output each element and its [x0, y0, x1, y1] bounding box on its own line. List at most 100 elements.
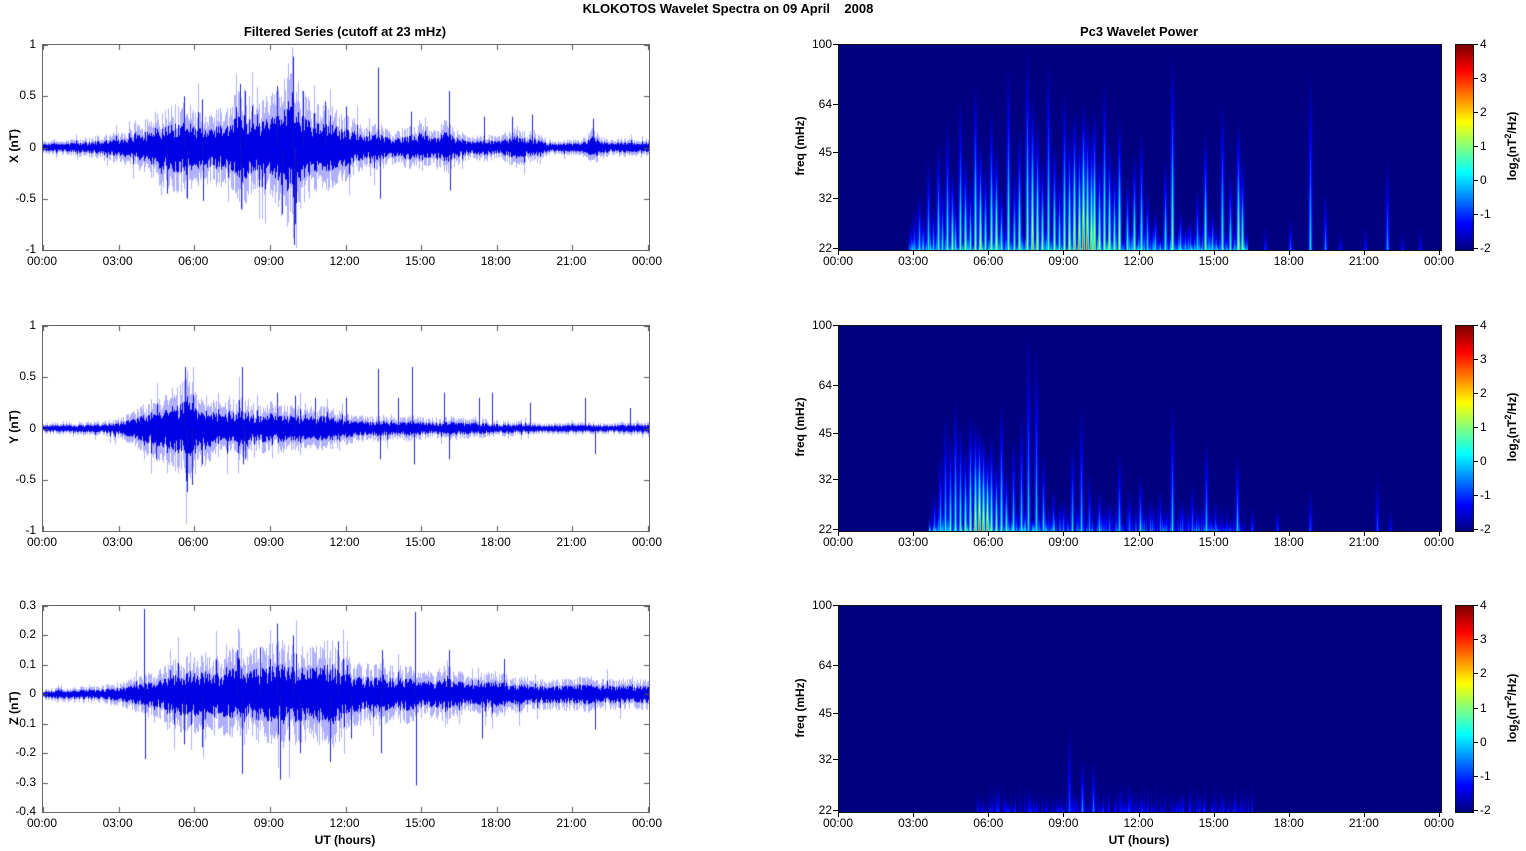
tick-mark: [833, 713, 838, 714]
tick-mark: [988, 813, 989, 817]
x-tick-label: 12:00: [1123, 816, 1154, 830]
colorbar-tick-label: 1: [1480, 700, 1487, 715]
x-tick-label: 21:00: [556, 535, 587, 549]
cbar-label-post: /Hz): [1505, 392, 1519, 415]
colorbar-tick-label: 4: [1480, 37, 1487, 51]
tick-mark: [1474, 248, 1478, 249]
tick-mark: [1474, 214, 1478, 215]
x-tick-label: 12:00: [1123, 535, 1154, 549]
x-tick-label: 18:00: [480, 816, 511, 830]
tick-mark: [1214, 532, 1215, 536]
y-tick-label: 1: [29, 37, 36, 51]
z-series-plot: [43, 606, 649, 812]
y-wavelet-panel: [838, 325, 1442, 532]
x-tick-label: 03:00: [102, 254, 133, 268]
freq-tick-label: 64: [818, 378, 832, 393]
cbar-label-sub: 2: [1511, 719, 1522, 725]
z-series-panel: [42, 605, 650, 813]
cbar-label-post: /Hz): [1505, 673, 1519, 696]
freq-tick-label: 22: [818, 803, 832, 817]
x-tick-label: 15:00: [1198, 254, 1229, 268]
tick-mark: [833, 665, 838, 666]
colorbar-tick-label: -1: [1480, 488, 1491, 502]
tick-mark: [1474, 461, 1478, 462]
colorbar-tick-label: 1: [1480, 420, 1487, 434]
freq-tick-label: 45: [818, 425, 832, 440]
tick-mark: [1474, 708, 1478, 709]
x-tick-label: 00:00: [26, 254, 58, 268]
x-tick-label: 21:00: [1348, 816, 1379, 830]
x-tick-label: 00:00: [26, 816, 58, 830]
tick-mark: [1364, 251, 1365, 255]
x-tick-label: 06:00: [973, 535, 1004, 549]
y-tick-label: -0.3: [15, 774, 36, 789]
y-tick-label: 0: [29, 686, 36, 701]
x-series-panel: [42, 44, 650, 251]
y-tick-label: 1: [29, 318, 36, 332]
x-tick-label: 12:00: [329, 535, 360, 549]
x-tick-label: 03:00: [102, 816, 133, 830]
tick-mark: [1474, 742, 1478, 743]
colorbar-tick-label: 0: [1480, 454, 1487, 468]
colorbar-tick-label: 1: [1480, 139, 1487, 153]
x-tick-label: 03:00: [898, 816, 929, 830]
figure-title: KLOKOTOS Wavelet Spectra on 09 April 200…: [582, 1, 874, 16]
tick-mark: [833, 104, 838, 105]
tick-mark: [1474, 78, 1478, 79]
y-tick-label: -1: [25, 242, 36, 256]
tick-mark: [1289, 813, 1290, 817]
x-tick-label: 00:00: [631, 535, 663, 549]
colorbar-z: [1455, 605, 1474, 813]
tick-mark: [1474, 639, 1478, 640]
y-tick-label: 0.2: [19, 627, 36, 642]
tick-mark: [1063, 532, 1064, 536]
cbar-label-mid: (nT: [1505, 700, 1519, 720]
x-tick-label: 15:00: [1198, 816, 1229, 830]
x-tick-label: 18:00: [1273, 254, 1304, 268]
tick-mark: [1139, 813, 1140, 817]
tick-mark: [1474, 776, 1478, 777]
tick-mark: [1364, 813, 1365, 817]
colorbar-y: [1455, 325, 1474, 532]
colorbar-tick-label: 3: [1480, 632, 1487, 647]
tick-mark: [1474, 810, 1478, 811]
x-tick-label: 00:00: [822, 535, 854, 549]
x-tick-label: 00:00: [631, 816, 663, 830]
y-tick-label: 0.3: [19, 598, 36, 612]
x-tick-label: 06:00: [178, 535, 209, 549]
tick-mark: [833, 385, 838, 386]
x-tick-label: 00:00: [822, 816, 854, 830]
y-tick-label: -0.5: [15, 190, 36, 205]
x-tick-label: 09:00: [253, 535, 284, 549]
tick-mark: [838, 813, 839, 817]
colorbar-tick-label: 0: [1480, 173, 1487, 187]
cbar-label-pre: log: [1505, 724, 1519, 743]
x-tick-label: 06:00: [178, 816, 209, 830]
x-tick-label: 09:00: [253, 254, 284, 268]
tick-mark: [1474, 427, 1478, 428]
tick-mark: [913, 532, 914, 536]
tick-mark: [833, 198, 838, 199]
x-tick-label: 21:00: [1348, 535, 1379, 549]
ut-hours-label-left: UT (hours): [314, 833, 376, 847]
tick-mark: [1474, 393, 1478, 394]
tick-mark: [1139, 532, 1140, 536]
cbar-label-sup: 2: [1503, 414, 1513, 420]
tick-mark: [833, 248, 838, 249]
cbar-label-sub: 2: [1511, 157, 1522, 163]
colorbar-z-gradient: [1456, 606, 1473, 812]
tick-mark: [1474, 44, 1478, 45]
y-tick-label: -1: [25, 523, 36, 537]
x-tick-label: 00:00: [1423, 816, 1455, 830]
y-wavelet-spectrogram: [839, 326, 1441, 531]
tick-mark: [1439, 532, 1440, 536]
z-wavelet-panel: [838, 605, 1442, 813]
colorbar-x: [1455, 44, 1474, 251]
freq-tick-label: 22: [818, 241, 832, 255]
tick-mark: [1474, 112, 1478, 113]
x-tick-label: 00:00: [822, 254, 854, 268]
x-tick-label: 18:00: [1273, 816, 1304, 830]
tick-mark: [1474, 673, 1478, 674]
x-wavelet-panel: [838, 44, 1442, 251]
